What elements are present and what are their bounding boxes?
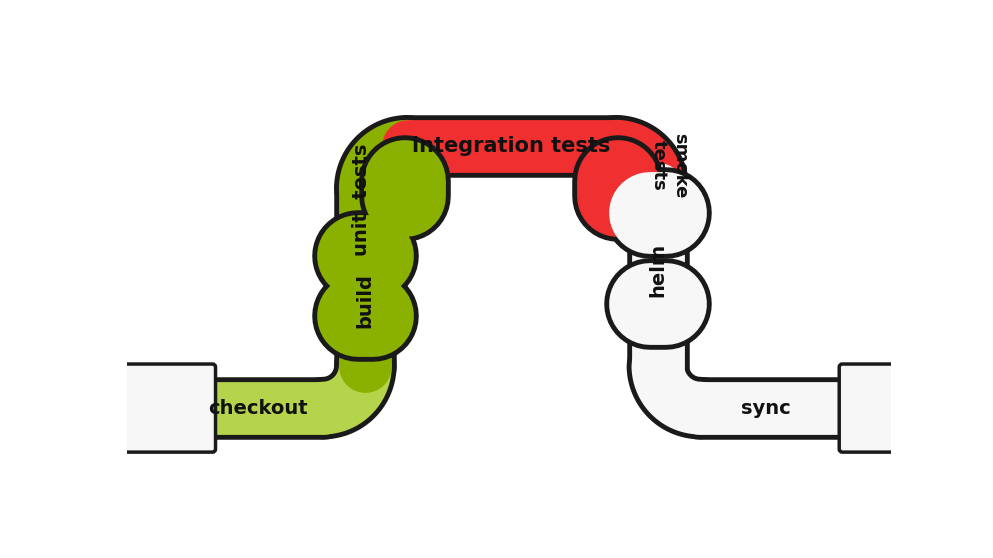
Text: sync: sync (741, 398, 790, 417)
Text: build: build (355, 273, 374, 328)
Text: smoke
tests: smoke tests (650, 133, 689, 198)
Text: unit  tests: unit tests (352, 144, 371, 256)
Text: checkout: checkout (208, 398, 307, 417)
Text: helm: helm (648, 242, 667, 296)
FancyBboxPatch shape (839, 364, 911, 452)
Text: integration tests: integration tests (412, 136, 611, 156)
FancyBboxPatch shape (94, 364, 215, 452)
